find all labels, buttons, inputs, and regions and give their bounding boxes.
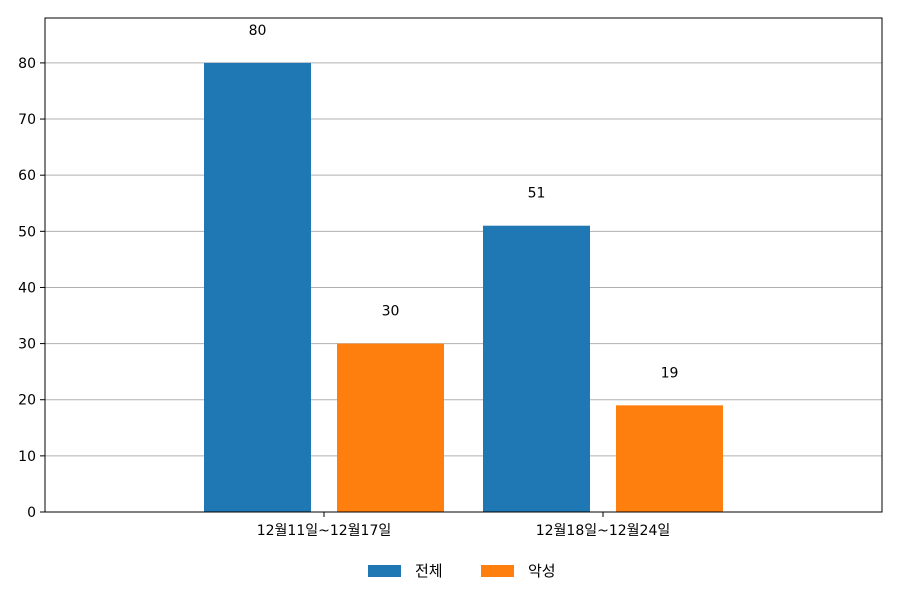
legend-label: 전체: [415, 562, 443, 580]
legend-label: 악성: [528, 562, 556, 580]
y-tick-label: 30: [18, 337, 36, 353]
y-tick-label: 80: [18, 56, 36, 72]
bar-value-label: 30: [382, 304, 400, 320]
y-tick-label: 10: [18, 449, 36, 465]
plot-frame: [44, 17, 883, 513]
y-tick-label: 20: [18, 393, 36, 409]
x-axis: 12월11일~12월17일 12월18일~12월24일: [257, 512, 671, 539]
bar-value-label: 19: [661, 365, 679, 381]
bar: [204, 62, 311, 513]
legend-swatch: [368, 565, 401, 577]
data-labels: 80 30 51 19: [249, 23, 679, 381]
bars: [204, 62, 723, 513]
y-tick-label: 0: [27, 505, 36, 521]
bar: [483, 225, 590, 513]
bar: [616, 405, 723, 512]
x-tick-label: 12월18일~12월24일: [536, 523, 671, 539]
grid-lines: [45, 62, 882, 457]
y-axis: 0 10 20 30 40 50 60 70 80: [18, 56, 45, 521]
legend: 전체 악성: [368, 562, 556, 580]
bar-value-label: 80: [249, 23, 267, 39]
y-tick-label: 70: [18, 112, 36, 128]
x-tick-label: 12월11일~12월17일: [257, 523, 392, 539]
legend-swatch: [481, 565, 514, 577]
bar: [337, 343, 444, 512]
bar-value-label: 51: [528, 186, 546, 202]
y-tick-label: 50: [18, 224, 36, 240]
y-tick-label: 40: [18, 280, 36, 296]
y-tick-label: 60: [18, 168, 36, 184]
